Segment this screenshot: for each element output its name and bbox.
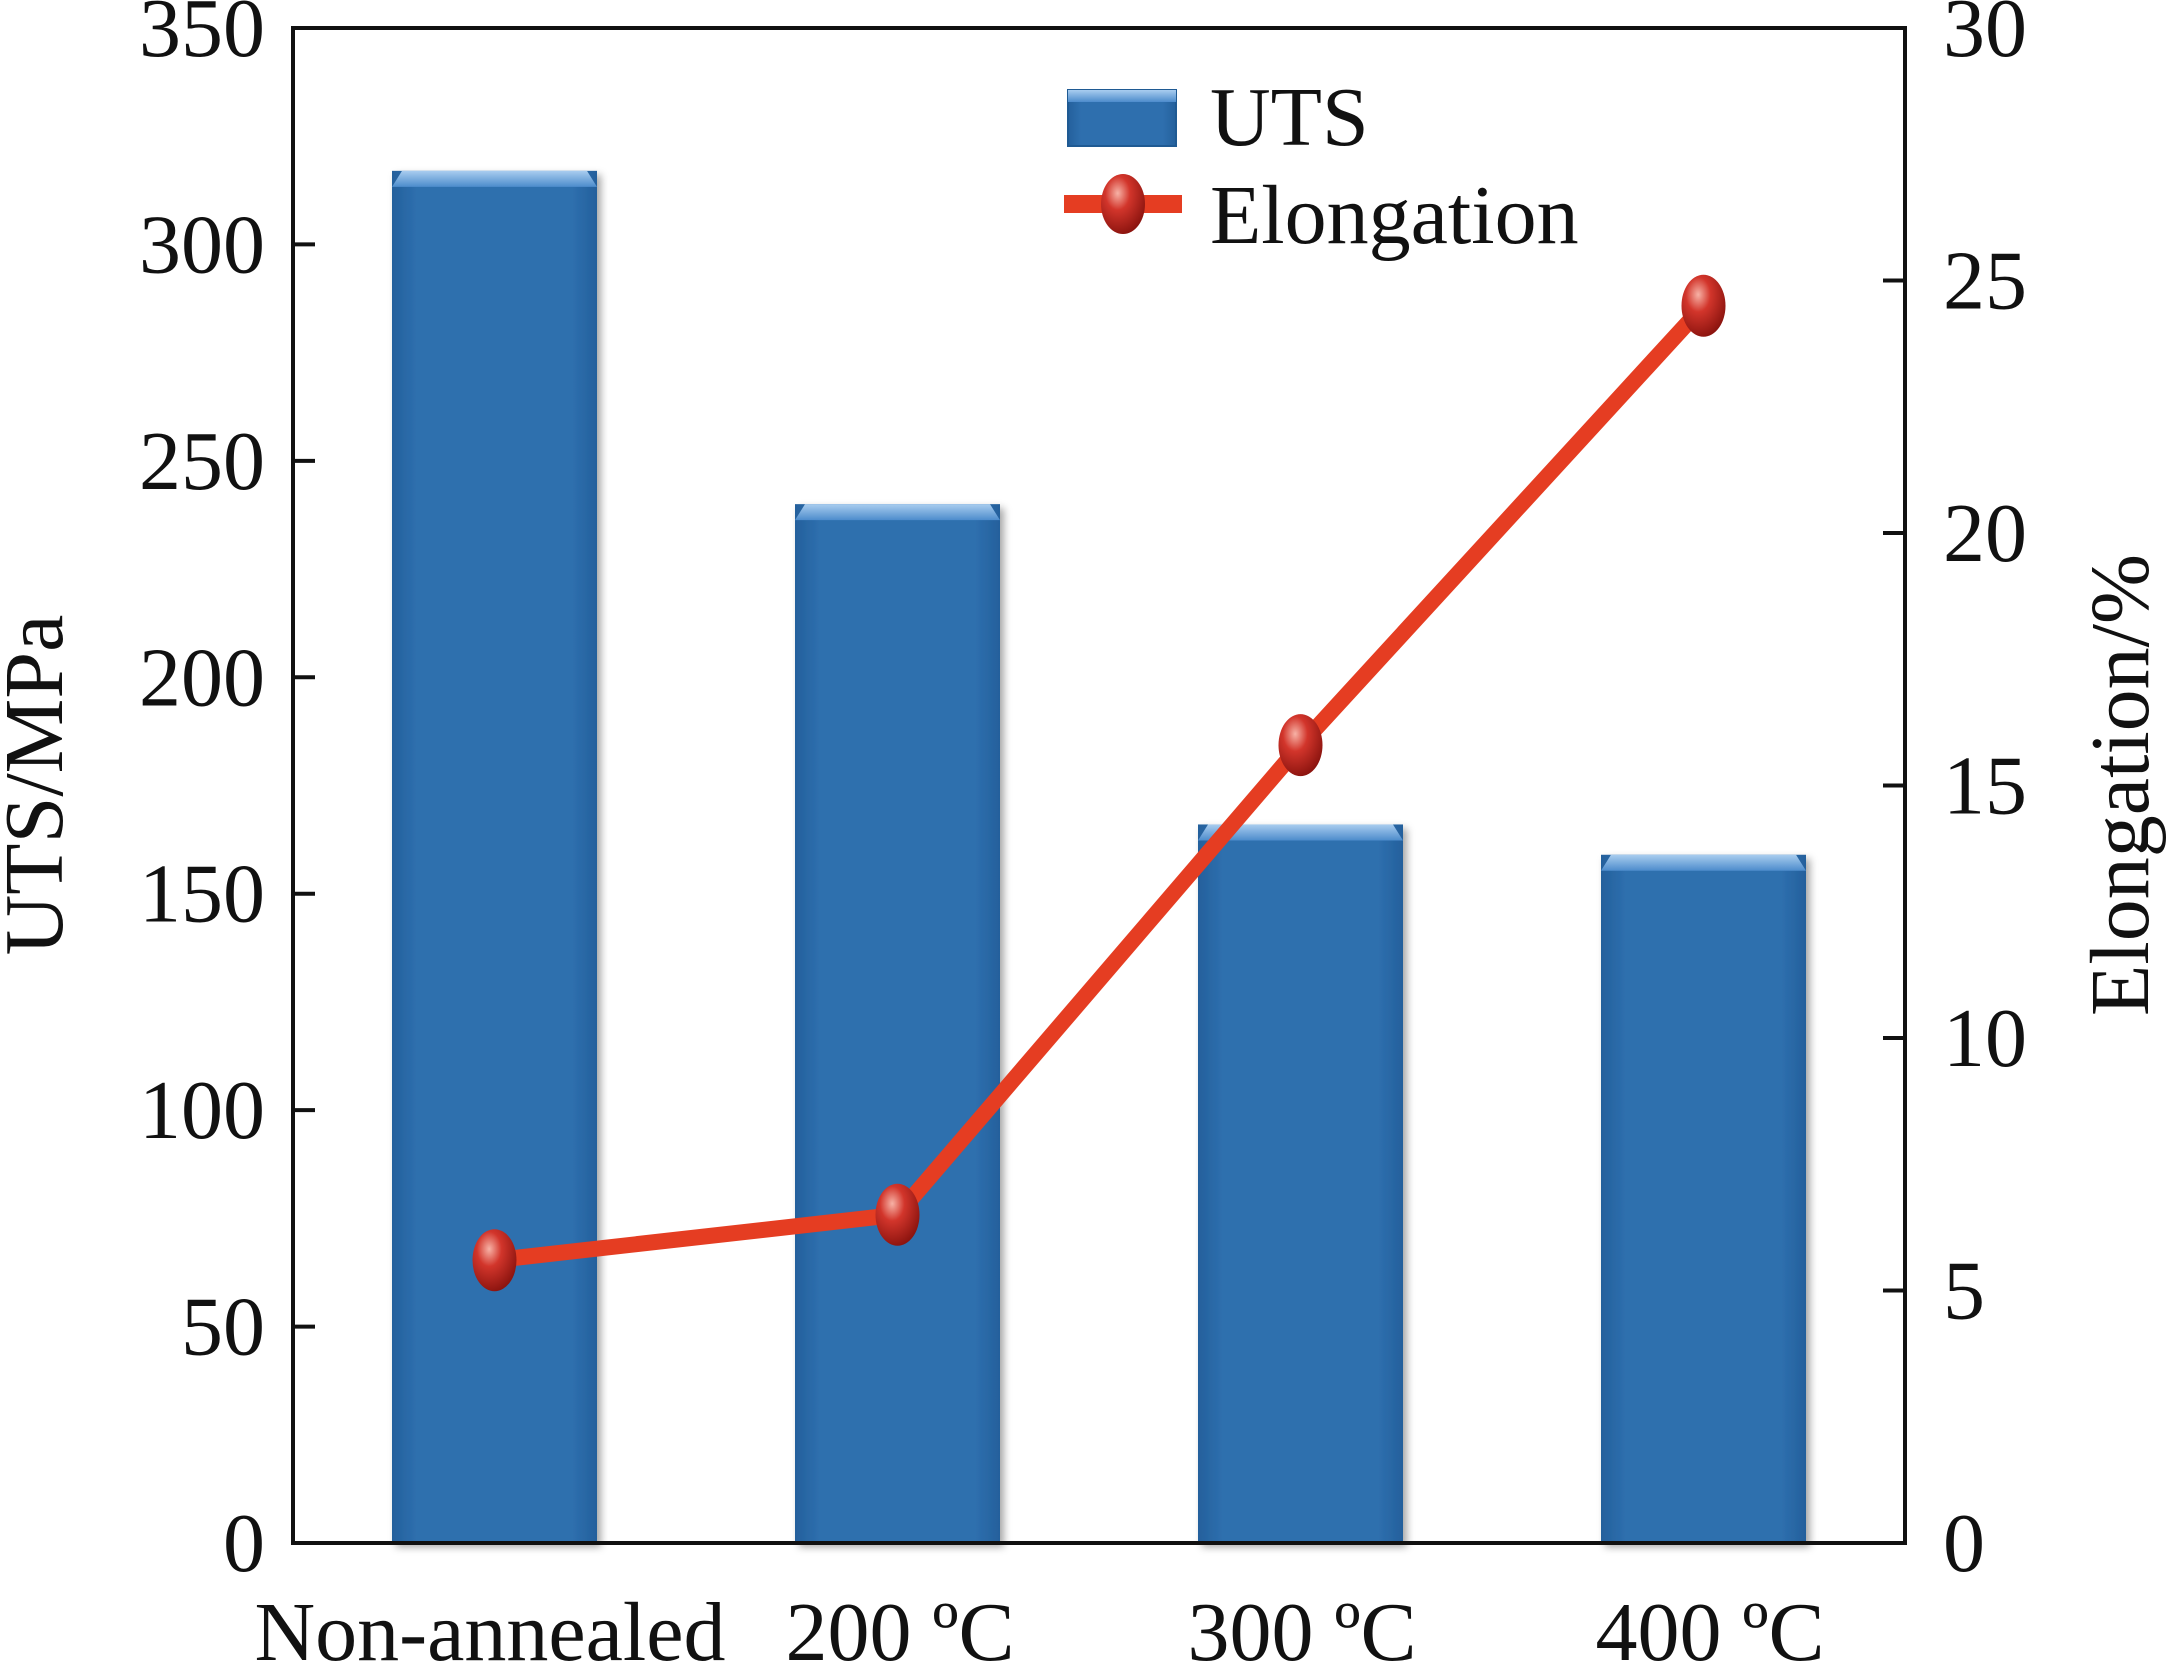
category-label-0: Non-annealed	[254, 1586, 725, 1663]
uts-bar-0	[392, 170, 597, 1543]
left-tick-label-5: 250	[139, 415, 265, 508]
legend-marker-elongation	[1101, 174, 1145, 234]
right-tick-label-5: 25	[1943, 235, 2027, 328]
uts-bar-2	[1198, 824, 1403, 1543]
left-tick-label-4: 200	[139, 631, 265, 724]
category-label-1: 200 ºC	[785, 1586, 1014, 1663]
uts-bar-bevel-1	[795, 504, 1000, 521]
elongation-point-0	[472, 1229, 517, 1292]
elongation-line	[486, 297, 1712, 1269]
elongation-series	[472, 274, 1726, 1292]
uts-bars	[392, 170, 1806, 1544]
right-tick-label-3: 15	[1943, 740, 2027, 833]
right-tick-label-0: 0	[1943, 1497, 1985, 1590]
right-tick-label-1: 5	[1943, 1245, 1985, 1338]
axes: 0 50 100 150 200 250 300 350 0 5 10 15 20 25 30 Non-ann…	[139, 0, 2027, 1663]
left-tick-label-7: 350	[139, 0, 265, 75]
elongation-point-2	[1278, 714, 1323, 777]
uts-bar-bevel-3	[1601, 854, 1806, 871]
elongation-point-1	[875, 1183, 920, 1246]
left-tick-label-0: 0	[223, 1497, 265, 1590]
right-tick-label-4: 20	[1943, 487, 2027, 580]
elongation-point-3	[1681, 274, 1726, 337]
left-tick-label-1: 50	[181, 1281, 265, 1374]
right-tick-label-6: 30	[1943, 0, 2027, 75]
uts-bar-1	[795, 504, 1000, 1544]
legend-label-elongation: Elongation	[1210, 169, 1579, 262]
category-label-3: 400 ºC	[1595, 1586, 1824, 1663]
left-tick-label-3: 150	[139, 848, 265, 941]
uts-bar-bevel-0	[392, 170, 597, 187]
uts-bar-3	[1601, 854, 1806, 1543]
right-axis-title: Elongation/%	[2074, 554, 2167, 1016]
left-tick-label-2: 100	[139, 1064, 265, 1157]
legend-label-uts: UTS	[1210, 71, 1369, 164]
left-axis-title: UTS/MPa	[0, 615, 81, 956]
legend-swatch-uts-bevel	[1068, 90, 1176, 102]
legend: UTS Elongation	[1064, 71, 1579, 262]
right-tick-label-2: 10	[1943, 992, 2027, 1085]
uts-bar-bevel-2	[1198, 824, 1403, 841]
category-label-2: 300 ºC	[1187, 1586, 1416, 1663]
left-tick-label-6: 300	[139, 198, 265, 291]
